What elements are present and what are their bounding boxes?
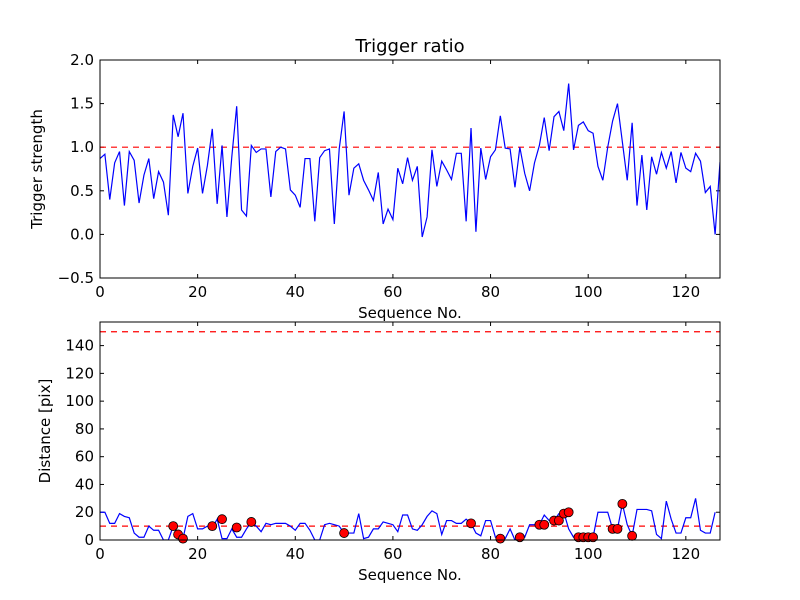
- top-xtick-label: 80: [481, 283, 500, 301]
- bottom-xlabel: Sequence No.: [358, 566, 462, 584]
- top-xtick-label: 40: [286, 283, 305, 301]
- bottom-flag-marker: [612, 523, 623, 534]
- bottom-ytick-label: 0: [84, 531, 94, 549]
- bottom-flag-marker: [588, 532, 598, 543]
- bottom-flag-marker: [178, 533, 188, 544]
- bottom-flag-marker: [246, 517, 257, 527]
- bottom-ytick-label: 100: [65, 392, 94, 410]
- bottom-xtick-label: 0: [95, 545, 105, 563]
- top-xtick-label: 0: [95, 283, 105, 301]
- bottom-flag-marker: [627, 530, 638, 541]
- bottom-flag-marker: [495, 533, 506, 544]
- bottom-axes-frame: [99, 321, 721, 541]
- bottom-flag-marker: [539, 519, 550, 530]
- top-xtick-label: 20: [188, 283, 207, 301]
- top-ytick-label: 0.5: [70, 182, 94, 200]
- bottom-ytick-label: 80: [75, 420, 94, 438]
- bottom-ytick-label: 140: [65, 337, 94, 355]
- top-ytick-label: −0.5: [58, 269, 94, 287]
- top-ytick-label: 1.5: [70, 95, 94, 113]
- top-axes-frame: [99, 59, 721, 279]
- bottom-ytick-label: 120: [65, 364, 94, 382]
- bottom-xtick-label: 20: [188, 545, 207, 563]
- bottom-flag-marker: [466, 518, 476, 529]
- top-ytick-label: 2.0: [70, 51, 94, 69]
- top-series-line: [100, 83, 720, 238]
- bottom-flag-marker: [514, 532, 525, 543]
- top-ylabel: Trigger strength: [28, 109, 46, 230]
- bottom-ytick-label: 40: [75, 475, 94, 493]
- bottom-flag-marker: [207, 521, 218, 532]
- top-title: Trigger ratio: [354, 36, 464, 57]
- bottom-ytick-label: 20: [75, 503, 94, 521]
- bottom-flag-marker: [617, 498, 628, 509]
- bottom-xtick-label: 60: [383, 545, 402, 563]
- bottom-xtick-label: 120: [672, 545, 701, 563]
- bottom-flag-marker: [231, 522, 242, 533]
- top-xtick-label: 60: [383, 283, 402, 301]
- bottom-flag-marker: [553, 515, 564, 526]
- bottom-flag-marker: [168, 521, 179, 532]
- bottom-flag-marker: [339, 528, 349, 538]
- bottom-flag-marker: [563, 507, 574, 518]
- bottom-xtick-label: 80: [481, 545, 500, 563]
- bottom-ytick-label: 60: [75, 448, 94, 466]
- top-xtick-label: 100: [574, 283, 603, 301]
- bottom-xtick-label: 40: [286, 545, 305, 563]
- top-xlabel: Sequence No.: [358, 304, 462, 322]
- bottom-xtick-label: 100: [574, 545, 603, 563]
- top-ytick-label: 0.0: [70, 225, 94, 243]
- bottom-flag-marker: [217, 514, 227, 525]
- distance-chart: 0 20 40 60 80 100 120 0 20 40 60 80 100 120 140 Sequenc…: [36, 321, 721, 584]
- top-xtick-label: 120: [672, 283, 701, 301]
- top-ytick-label: 1.0: [70, 138, 94, 156]
- bottom-ylabel: Distance [pix]: [36, 379, 54, 484]
- trigger-ratio-chart: 0 20 40 60 80 100 120 −0.5 0.0 0.5 1.0 1.5 2.0 Trigge…: [28, 36, 721, 322]
